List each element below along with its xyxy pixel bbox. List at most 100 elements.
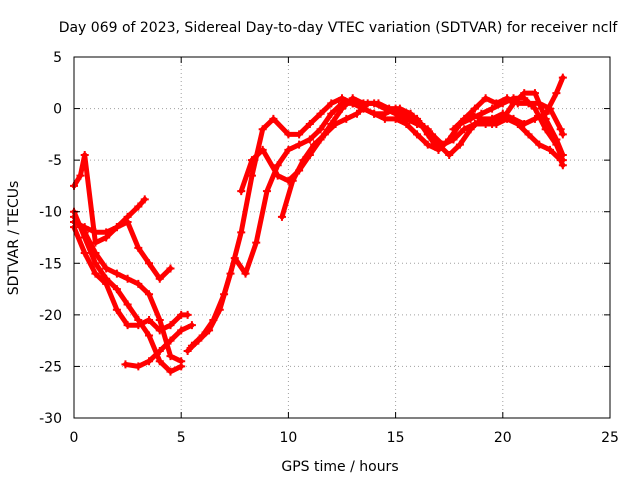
data-point	[102, 228, 111, 237]
data-point	[76, 171, 85, 180]
data-point	[230, 254, 239, 263]
data-point	[370, 109, 379, 118]
data-point	[481, 94, 490, 103]
data-point	[155, 274, 164, 283]
data-point	[123, 274, 132, 283]
data-point	[247, 171, 256, 180]
data-point	[183, 346, 192, 355]
data-point	[558, 161, 567, 170]
data-point	[530, 89, 539, 98]
data-point	[460, 125, 469, 134]
data-point	[177, 326, 186, 335]
data-point	[252, 238, 261, 247]
data-point	[545, 145, 554, 154]
data-point	[123, 300, 132, 309]
data-point	[305, 120, 314, 129]
data-point	[155, 357, 164, 366]
y-tick-label: 5	[53, 50, 62, 66]
series-track-2	[70, 218, 175, 283]
data-point	[237, 187, 246, 196]
data-point	[121, 360, 130, 369]
data-point	[417, 120, 426, 129]
y-axis-label: SDTVAR / TECUs	[6, 181, 22, 296]
data-point	[331, 120, 340, 129]
data-point	[535, 140, 544, 149]
data-point	[503, 94, 512, 103]
data-point	[91, 269, 100, 278]
y-tick-label: -5	[48, 153, 62, 169]
series-line	[71, 219, 173, 282]
x-tick-label: 25	[601, 430, 619, 446]
data-point	[166, 352, 175, 361]
data-point	[145, 259, 154, 268]
data-point	[449, 135, 458, 144]
data-point	[541, 114, 550, 123]
data-point	[166, 336, 175, 345]
data-point	[112, 305, 121, 314]
x-tick-label: 10	[279, 430, 297, 446]
data-point	[273, 161, 282, 170]
data-point	[134, 243, 143, 252]
series-track-10	[277, 99, 567, 221]
series-line	[71, 214, 184, 364]
data-point	[374, 99, 383, 108]
series-line	[189, 95, 566, 349]
data-point	[134, 279, 143, 288]
x-tick-label: 20	[494, 430, 512, 446]
y-tick-label: -10	[39, 205, 62, 221]
data-point	[402, 114, 411, 123]
data-point	[295, 140, 304, 149]
data-point	[492, 99, 501, 108]
data-point	[524, 130, 533, 139]
y-tick-label: -30	[39, 411, 62, 427]
data-point	[558, 150, 567, 159]
data-point	[488, 104, 497, 113]
data-point	[112, 223, 121, 232]
data-point	[470, 104, 479, 113]
data-point	[262, 187, 271, 196]
data-point	[187, 341, 196, 350]
data-point	[155, 346, 164, 355]
data-point	[327, 109, 336, 118]
data-point	[428, 130, 437, 139]
data-point	[123, 321, 132, 330]
data-point	[363, 99, 372, 108]
data-point	[155, 316, 164, 325]
data-point	[112, 269, 121, 278]
data-point	[552, 89, 561, 98]
data-point	[492, 120, 501, 129]
data-point	[269, 114, 278, 123]
data-point	[140, 195, 149, 204]
data-point	[123, 218, 132, 227]
data-point	[198, 331, 207, 340]
y-tick-label: -15	[39, 256, 62, 272]
data-point	[295, 130, 304, 139]
series-line	[279, 100, 566, 220]
x-axis-label: GPS time / hours	[281, 459, 398, 475]
data-point	[112, 285, 121, 294]
data-point	[91, 248, 100, 257]
data-point	[413, 130, 422, 139]
series-layer	[70, 73, 567, 376]
data-point	[187, 321, 196, 330]
data-point	[299, 156, 308, 165]
data-point	[535, 99, 544, 108]
data-point	[145, 316, 154, 325]
data-point	[513, 120, 522, 129]
data-point	[438, 140, 447, 149]
series-track-5	[70, 212, 186, 366]
data-point	[556, 156, 565, 165]
series-line	[451, 95, 566, 137]
data-point	[342, 114, 351, 123]
data-point	[166, 264, 175, 273]
plot-frame	[73, 56, 611, 419]
chart-title: Day 069 of 2023, Sidereal Day-to-day VTE…	[59, 20, 619, 36]
data-point	[385, 104, 394, 113]
y-tick-label: 0	[53, 102, 62, 118]
data-point	[241, 269, 250, 278]
data-point	[220, 290, 229, 299]
x-tick-label: 5	[177, 430, 186, 446]
data-point	[460, 114, 469, 123]
data-point	[395, 104, 404, 113]
